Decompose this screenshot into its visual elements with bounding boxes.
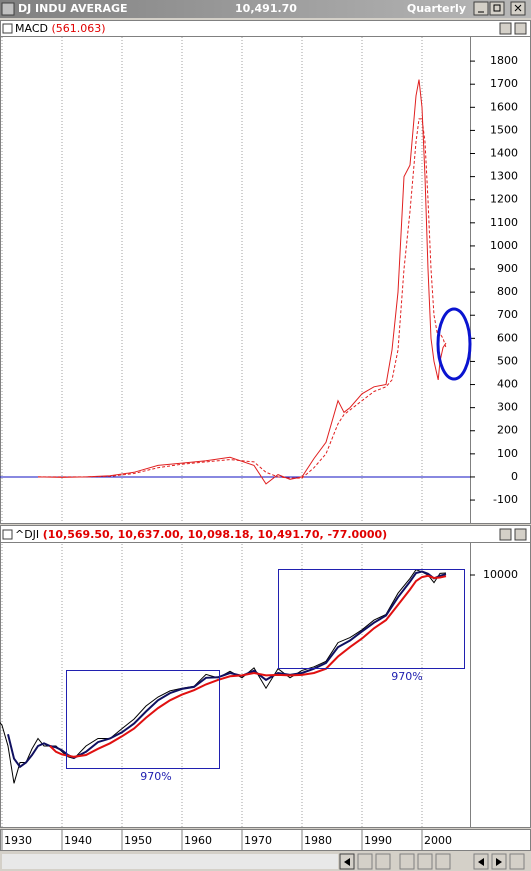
series-line	[7, 570, 447, 769]
gain-label: 970%	[140, 770, 171, 783]
x-tick-label: 1930	[4, 834, 32, 847]
y-tick-label: 600	[497, 331, 518, 344]
x-axis: 1930 1940 1950 1960 1970 1980 1990 2000	[1, 830, 452, 850]
gain-label: 970%	[391, 670, 422, 683]
indicator-value: (561.063)	[51, 22, 105, 35]
x-tick-label: 1950	[124, 834, 152, 847]
macd-plot: 1800170016001500140013001200110010009008…	[0, 37, 518, 523]
panel-button[interactable]	[499, 22, 512, 35]
symbol-name: ^DJI	[15, 528, 39, 541]
y-tick-label: 1300	[490, 170, 518, 183]
title-bar	[0, 0, 531, 18]
y-tick-label: 500	[497, 354, 518, 367]
y-tick-label: 1100	[490, 216, 518, 229]
zoom-button[interactable]	[399, 853, 415, 870]
y-tick-label: 900	[497, 262, 518, 275]
y-tick-label: 1200	[490, 193, 518, 206]
series-line	[38, 118, 447, 479]
y-tick-label: 10000	[483, 568, 518, 581]
panel-icon	[2, 23, 13, 34]
highlight-circle	[436, 307, 472, 381]
price-plot: 10000	[0, 544, 518, 827]
panel-button[interactable]	[514, 528, 527, 541]
x-tick-label: 1940	[64, 834, 92, 847]
zoom-button[interactable]	[375, 853, 391, 870]
app-icon	[1, 2, 15, 16]
ohlc-values: (10,569.50, 10,637.00, 10,098.18, 10,491…	[43, 528, 388, 541]
minimize-button[interactable]	[473, 1, 489, 16]
range-box	[278, 569, 465, 669]
y-tick-label: 1700	[490, 77, 518, 90]
series-line	[49, 574, 447, 758]
y-tick-label: 1800	[490, 54, 518, 67]
x-tick-label: 1970	[244, 834, 272, 847]
y-tick-label: 100	[497, 447, 518, 460]
macd-panel	[0, 20, 531, 524]
y-tick-label: 200	[497, 424, 518, 437]
panel-title: ^DJI (10,569.50, 10,637.00, 10,098.18, 1…	[15, 528, 387, 541]
panel-button[interactable]	[514, 22, 527, 35]
window-period: Quarterly	[407, 2, 466, 15]
y-tick-label: 0	[511, 470, 518, 483]
x-tick-label: 1990	[364, 834, 392, 847]
range-box	[66, 670, 220, 769]
price-panel	[0, 525, 531, 828]
x-tick-label: 1980	[304, 834, 332, 847]
window-title: DJ INDU AVERAGE	[18, 2, 128, 15]
y-tick-label: 700	[497, 308, 518, 321]
y-tick-label: 1500	[490, 123, 518, 136]
nav-button[interactable]	[509, 853, 525, 870]
y-tick-label: -100	[493, 493, 518, 506]
indicator-name: MACD	[15, 22, 48, 35]
y-tick-label: 300	[497, 401, 518, 414]
window-button-glyphs	[478, 4, 522, 13]
y-tick-label: 800	[497, 285, 518, 298]
series-line	[37, 79, 447, 485]
panel-icon	[2, 529, 13, 540]
y-tick-label: 1600	[490, 100, 518, 113]
window-value: 10,491.70	[235, 2, 297, 15]
maximize-button[interactable]	[489, 1, 505, 16]
zoom-button[interactable]	[417, 853, 433, 870]
panel-button[interactable]	[499, 528, 512, 541]
y-tick-label: 1400	[490, 147, 518, 160]
zoom-button[interactable]	[357, 853, 373, 870]
panel-title: MACD (561.063)	[15, 22, 106, 35]
x-tick-label: 2000	[424, 834, 452, 847]
scroll-track[interactable]	[2, 854, 338, 869]
zoom-button[interactable]	[435, 853, 451, 870]
y-tick-label: 1000	[490, 239, 518, 252]
y-tick-label: 400	[497, 378, 518, 391]
x-tick-label: 1960	[184, 834, 212, 847]
